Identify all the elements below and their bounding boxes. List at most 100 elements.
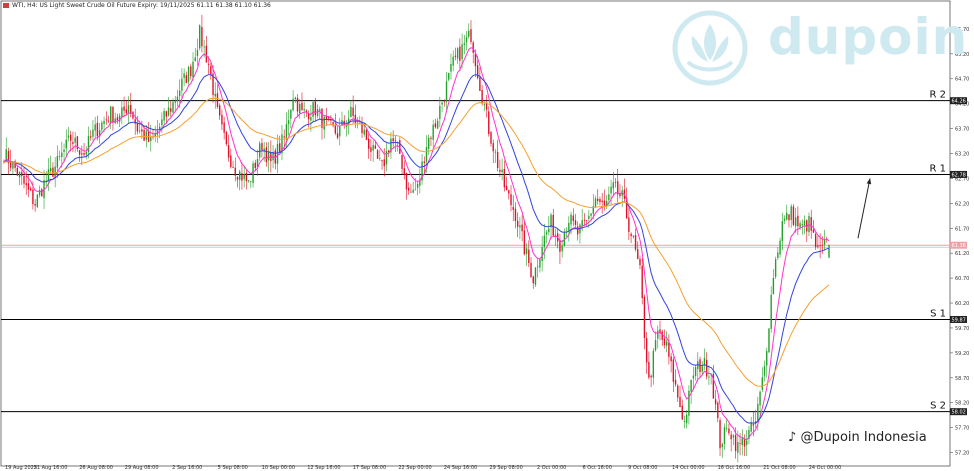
- candle-body: [67, 135, 70, 138]
- candle-body: [270, 152, 272, 162]
- candle-body: [363, 129, 365, 135]
- candle-body: [98, 130, 101, 136]
- candle-body: [625, 197, 628, 219]
- x-tick-label: 9 Oct 08:00: [628, 465, 657, 471]
- candle-body: [132, 111, 134, 119]
- candle-body: [639, 258, 641, 266]
- candle-body: [263, 148, 265, 151]
- x-tick-label: 14 Oct 00:00: [672, 465, 705, 471]
- candle-body: [401, 154, 403, 169]
- symbol-icon: [3, 3, 9, 8]
- candle-body: [434, 123, 437, 128]
- candle-body: [301, 102, 303, 111]
- candle-body: [285, 124, 288, 140]
- candle-body: [445, 81, 448, 102]
- candle-body: [801, 224, 804, 226]
- candle-body: [519, 225, 521, 228]
- candle-body: [794, 217, 797, 227]
- level-tag-text: 58.02: [952, 410, 966, 416]
- candle-body: [521, 224, 523, 232]
- candle-body: [583, 219, 586, 221]
- candle-body: [468, 30, 470, 37]
- candle-body: [637, 249, 639, 260]
- candle-body: [245, 172, 248, 182]
- candle-body: [481, 90, 483, 104]
- candle-body: [385, 150, 388, 165]
- candle-body: [212, 73, 214, 96]
- candle-body: [136, 122, 139, 132]
- x-tick-label: 29 Aug 08:00: [125, 465, 159, 471]
- x-tick-label: 17 Sep 08:00: [353, 465, 386, 471]
- candle-body: [750, 422, 752, 432]
- candle-body: [461, 44, 463, 60]
- candle-body: [107, 120, 110, 122]
- x-tick-label: 19 Aug 2025: [5, 465, 37, 471]
- candle-body: [390, 138, 392, 153]
- candle-body: [723, 427, 726, 445]
- candle-body: [714, 399, 717, 405]
- candle-body: [83, 153, 85, 155]
- candle-body: [465, 37, 468, 43]
- candle-body: [548, 228, 550, 233]
- candle-body: [657, 330, 659, 339]
- candle-body: [78, 150, 81, 155]
- candle-body: [643, 296, 646, 339]
- candle-body: [158, 126, 161, 129]
- candle-body: [421, 161, 423, 181]
- candle-body: [423, 161, 425, 164]
- candle-body: [112, 106, 114, 123]
- candle-body: [692, 375, 695, 379]
- candle-body: [310, 117, 312, 121]
- candle-body: [603, 200, 606, 206]
- candle-body: [728, 428, 730, 434]
- candle-body: [452, 56, 454, 66]
- candle-body: [339, 126, 341, 137]
- x-tick-label: 26 Aug 08:00: [79, 465, 113, 471]
- candle-body: [294, 97, 297, 100]
- candle-body: [230, 155, 232, 168]
- level-tag-bg: [950, 170, 967, 178]
- candle-body: [470, 29, 472, 42]
- candle-body: [290, 109, 292, 119]
- candle-body: [341, 120, 343, 125]
- candle-body: [49, 168, 52, 172]
- candle-body: [690, 379, 692, 392]
- watermark-brand: dupoin: [768, 8, 969, 66]
- candle-body: [299, 103, 301, 114]
- candle-body: [36, 194, 39, 208]
- x-tick-label: 29 Sep 08:00: [489, 465, 522, 471]
- y-tick-label: 64.70: [955, 77, 969, 83]
- candle-body: [683, 421, 686, 422]
- candle-body: [523, 230, 526, 255]
- candle-body: [281, 134, 283, 154]
- candle-body: [110, 106, 112, 123]
- y-tick-label: 60.70: [955, 276, 969, 282]
- candle-body: [225, 132, 228, 144]
- candle-body: [705, 359, 708, 377]
- y-tick-label: 65.20: [955, 52, 969, 58]
- candle-body: [305, 110, 308, 113]
- level-tag-text: 59.87: [952, 317, 966, 323]
- candle-body: [585, 220, 588, 222]
- candle-body: [223, 122, 225, 133]
- candle-body: [254, 162, 256, 169]
- candle-body: [719, 420, 721, 449]
- candle-body: [803, 220, 806, 226]
- candle-body: [327, 117, 330, 119]
- candle-body: [659, 329, 661, 333]
- candle-body: [125, 109, 128, 114]
- level-label: R 2: [930, 90, 947, 101]
- candle-body: [597, 198, 599, 201]
- candle-body: [503, 168, 506, 188]
- candle-body: [703, 357, 706, 365]
- candle-body: [374, 145, 377, 149]
- x-tick-label: 24 Oct 00:00: [809, 465, 842, 471]
- candle-body: [552, 215, 554, 236]
- candle-body: [274, 150, 276, 164]
- candle-body: [276, 144, 279, 164]
- candle-body: [817, 245, 819, 247]
- candle-body: [381, 160, 383, 162]
- candle-body: [508, 190, 510, 194]
- candle-body: [72, 142, 74, 144]
- candle-body: [323, 116, 325, 130]
